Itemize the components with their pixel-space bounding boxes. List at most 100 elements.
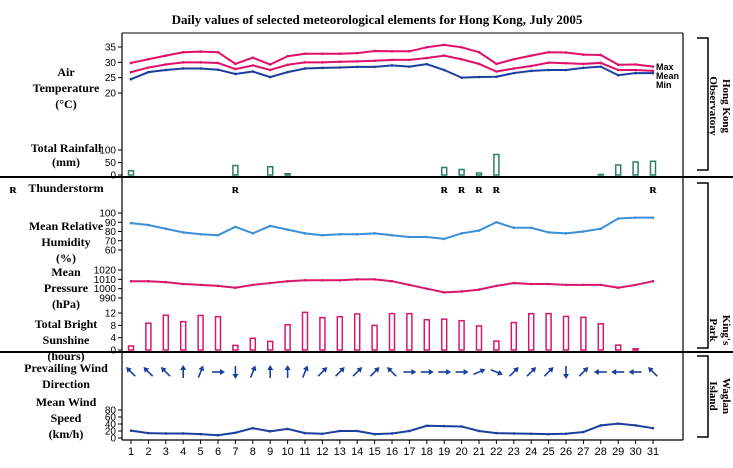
wind-arrow-head bbox=[582, 367, 589, 373]
panel-label: Total Rainfall bbox=[31, 141, 102, 155]
panel-label: Direction bbox=[42, 377, 90, 391]
temperature-point bbox=[164, 63, 168, 66]
rainfall-bar bbox=[649, 160, 657, 176]
temperature-point bbox=[529, 54, 533, 57]
x-tick-label: 18 bbox=[421, 446, 433, 458]
temperature-point bbox=[199, 61, 202, 64]
temperature-point bbox=[303, 52, 307, 56]
pressure-point bbox=[251, 283, 255, 287]
temperature-point bbox=[512, 67, 516, 70]
station-label-line: King's bbox=[720, 315, 732, 346]
temperature-point bbox=[616, 63, 620, 67]
wind-direction-arrow bbox=[611, 369, 625, 375]
wind-arrow-head bbox=[530, 367, 537, 373]
humidity-point bbox=[564, 232, 568, 235]
y-tick-label: 70 bbox=[105, 236, 117, 247]
temperature-point bbox=[251, 56, 255, 60]
rainfall-bar bbox=[266, 166, 274, 176]
wind-speed-point bbox=[408, 429, 411, 433]
wind-speed-point bbox=[268, 430, 272, 433]
sunshine-bar bbox=[527, 312, 535, 351]
rainfall-bar bbox=[597, 173, 605, 176]
y-tick-label: 90 bbox=[105, 218, 117, 229]
x-tick-label: 20 bbox=[455, 446, 467, 458]
temperature-point bbox=[355, 60, 359, 63]
temperature-point bbox=[616, 68, 620, 72]
wind-direction-arrow bbox=[249, 365, 257, 378]
temperature-point bbox=[564, 68, 568, 72]
sunshine-bar bbox=[597, 323, 605, 351]
temperature-point bbox=[321, 52, 324, 56]
temperature-point bbox=[390, 58, 394, 62]
pressure-point bbox=[460, 290, 463, 293]
temperature-point bbox=[529, 64, 533, 68]
wind-speed-point bbox=[582, 430, 585, 434]
humidity-point bbox=[234, 225, 237, 229]
humidity-point bbox=[338, 232, 342, 236]
temperature-point bbox=[651, 71, 655, 75]
rainfall-bar bbox=[614, 164, 622, 176]
wind-speed-point bbox=[651, 426, 655, 430]
wind-speed-point bbox=[564, 432, 568, 436]
panel-label: Air bbox=[57, 65, 75, 79]
temperature-point bbox=[582, 66, 585, 70]
wind-speed-point bbox=[234, 431, 237, 435]
temperature-point bbox=[355, 51, 359, 55]
x-tick-label: 9 bbox=[267, 446, 273, 458]
pressure-point bbox=[199, 283, 202, 287]
sunshine-bar bbox=[632, 348, 639, 351]
humidity-point bbox=[251, 232, 255, 235]
y-tick-label: 60 bbox=[105, 413, 117, 424]
x-tick-label: 31 bbox=[647, 446, 659, 458]
temperature-point bbox=[599, 53, 603, 57]
pressure-point bbox=[547, 282, 550, 286]
temperature-point bbox=[181, 67, 185, 70]
temperature-point bbox=[634, 71, 637, 75]
humidity-point bbox=[268, 224, 272, 228]
x-tick-label: 5 bbox=[198, 446, 204, 458]
x-tick-label: 27 bbox=[577, 446, 589, 458]
x-tick-label: 25 bbox=[542, 446, 554, 458]
sunshine-bar bbox=[510, 321, 518, 351]
pressure-point bbox=[495, 284, 498, 288]
pressure-point bbox=[373, 278, 376, 281]
panel-label: Speed bbox=[51, 411, 82, 425]
temperature-point bbox=[216, 68, 220, 71]
rainfall-bar bbox=[127, 170, 135, 176]
station-bracket bbox=[697, 355, 709, 438]
y-tick-label: 0 bbox=[110, 346, 116, 357]
x-tick-label: 22 bbox=[490, 446, 502, 458]
temperature-point bbox=[651, 65, 655, 68]
thunderstorm-legend-symbol: ʀ bbox=[9, 181, 17, 196]
wind-arrow-head bbox=[339, 367, 345, 373]
temperature-point bbox=[355, 65, 359, 69]
humidity-point bbox=[303, 232, 307, 235]
x-tick-label: 3 bbox=[163, 446, 169, 458]
pressure-point bbox=[286, 279, 289, 283]
sunshine-bar bbox=[284, 323, 291, 351]
station-label: Hong KongObservatory bbox=[707, 76, 732, 136]
wind-speed-point bbox=[495, 431, 498, 435]
panel-label: (km/h) bbox=[49, 427, 84, 441]
wind-speed-point bbox=[477, 429, 481, 433]
y-tick-label: 100 bbox=[99, 209, 116, 220]
temperature-point bbox=[164, 54, 168, 57]
sunshine-bar bbox=[197, 314, 204, 351]
wind-direction-arrow bbox=[387, 367, 397, 377]
temperature-point bbox=[286, 63, 289, 67]
wind-arrow-head bbox=[198, 365, 205, 372]
pressure-point bbox=[477, 288, 481, 291]
temperature-point bbox=[547, 50, 550, 54]
y-tick-label: 0 bbox=[110, 171, 116, 182]
wind-speed-point bbox=[425, 424, 429, 428]
x-tick-label: 17 bbox=[403, 446, 415, 458]
station-label-line: Hong Kong bbox=[720, 79, 732, 134]
wind-arrow-head bbox=[302, 365, 309, 372]
panel-label: Pressure bbox=[44, 281, 89, 295]
temperature-point bbox=[616, 73, 620, 77]
wind-speed-point bbox=[321, 432, 324, 436]
temperature-point bbox=[512, 71, 516, 75]
temperature-point bbox=[373, 65, 376, 69]
sunshine-bar bbox=[336, 315, 344, 351]
